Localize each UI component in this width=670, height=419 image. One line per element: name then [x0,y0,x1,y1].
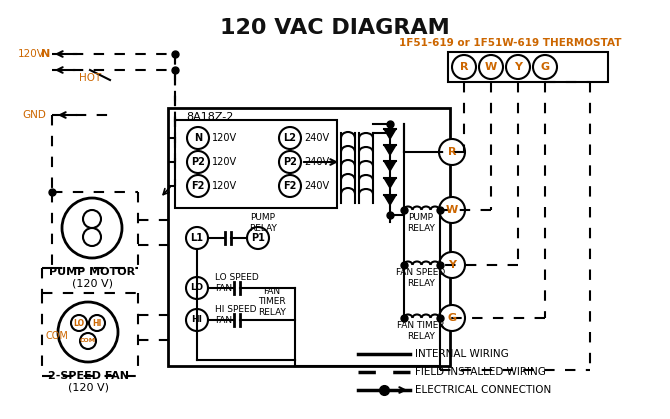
Text: LO: LO [74,318,84,328]
Text: LO SPEED
FAN: LO SPEED FAN [215,273,259,293]
Text: 120V: 120V [212,157,237,167]
Circle shape [186,227,208,249]
Text: P2: P2 [283,157,297,167]
Text: 120V: 120V [212,133,237,143]
Text: COM: COM [80,339,96,344]
Text: GND: GND [22,110,46,120]
Text: 240V: 240V [304,133,329,143]
Circle shape [533,55,557,79]
Text: 240V: 240V [304,157,329,167]
Text: FAN TIMER
RELAY: FAN TIMER RELAY [397,321,445,341]
Text: LO: LO [190,284,204,292]
Text: 2-SPEED FAN: 2-SPEED FAN [48,371,129,381]
Text: N: N [41,49,50,59]
Text: Y: Y [448,260,456,270]
Circle shape [279,151,301,173]
Circle shape [439,305,465,331]
Text: (120 V): (120 V) [72,278,113,288]
Bar [175,120,337,208]
Text: HI: HI [192,316,202,324]
Circle shape [58,302,118,362]
Text: W: W [485,62,497,72]
Text: P2: P2 [191,157,205,167]
Polygon shape [384,161,396,171]
Text: HI: HI [92,318,102,328]
Text: HI SPEED
FAN: HI SPEED FAN [215,305,257,325]
Circle shape [187,127,209,149]
Text: INTERNAL WIRING: INTERNAL WIRING [415,349,509,359]
Circle shape [279,127,301,149]
Text: COM: COM [45,331,68,341]
Circle shape [439,252,465,278]
Circle shape [479,55,503,79]
Circle shape [186,309,208,331]
Circle shape [80,333,96,349]
Circle shape [71,315,87,331]
Circle shape [279,175,301,197]
Text: L2: L2 [283,133,297,143]
Text: 120V: 120V [18,49,45,59]
Circle shape [83,210,101,228]
Circle shape [187,151,209,173]
Text: R: R [448,147,456,157]
Circle shape [89,315,105,331]
Bar [448,52,608,82]
Text: F2: F2 [192,181,205,191]
Circle shape [186,277,208,299]
Text: PUMP
RELAY: PUMP RELAY [249,213,277,233]
Text: Y: Y [514,62,522,72]
Text: 240V: 240V [304,181,329,191]
Circle shape [506,55,530,79]
Circle shape [439,197,465,223]
Text: 120V: 120V [212,181,237,191]
Text: ELECTRICAL CONNECTION: ELECTRICAL CONNECTION [415,385,551,395]
Circle shape [62,198,122,258]
Text: N: N [194,133,202,143]
Text: F2: F2 [283,181,297,191]
Circle shape [187,175,209,197]
Text: R: R [460,62,468,72]
Circle shape [439,139,465,165]
Circle shape [83,228,101,246]
Polygon shape [384,195,396,205]
Text: FAN
TIMER
RELAY: FAN TIMER RELAY [258,287,286,317]
Polygon shape [384,145,396,155]
Text: L1: L1 [190,233,204,243]
Text: FIELD INSTALLED WIRING: FIELD INSTALLED WIRING [415,367,546,377]
Text: 8A18Z-2: 8A18Z-2 [186,112,233,122]
Text: G: G [541,62,549,72]
Circle shape [247,227,269,249]
Text: P1: P1 [251,233,265,243]
Text: (120 V): (120 V) [68,382,109,392]
Text: G: G [448,313,456,323]
Text: 1F51-619 or 1F51W-619 THERMOSTAT: 1F51-619 or 1F51W-619 THERMOSTAT [399,38,621,48]
Text: 120 VAC DIAGRAM: 120 VAC DIAGRAM [220,18,450,38]
Text: W: W [446,205,458,215]
Text: HOT: HOT [79,73,101,83]
Polygon shape [384,129,396,139]
Text: FAN SPEED
RELAY: FAN SPEED RELAY [397,268,446,288]
Bar [168,108,450,366]
Circle shape [452,55,476,79]
Polygon shape [384,178,396,188]
Text: PUMP MOTOR: PUMP MOTOR [49,267,135,277]
Text: PUMP
RELAY: PUMP RELAY [407,213,435,233]
